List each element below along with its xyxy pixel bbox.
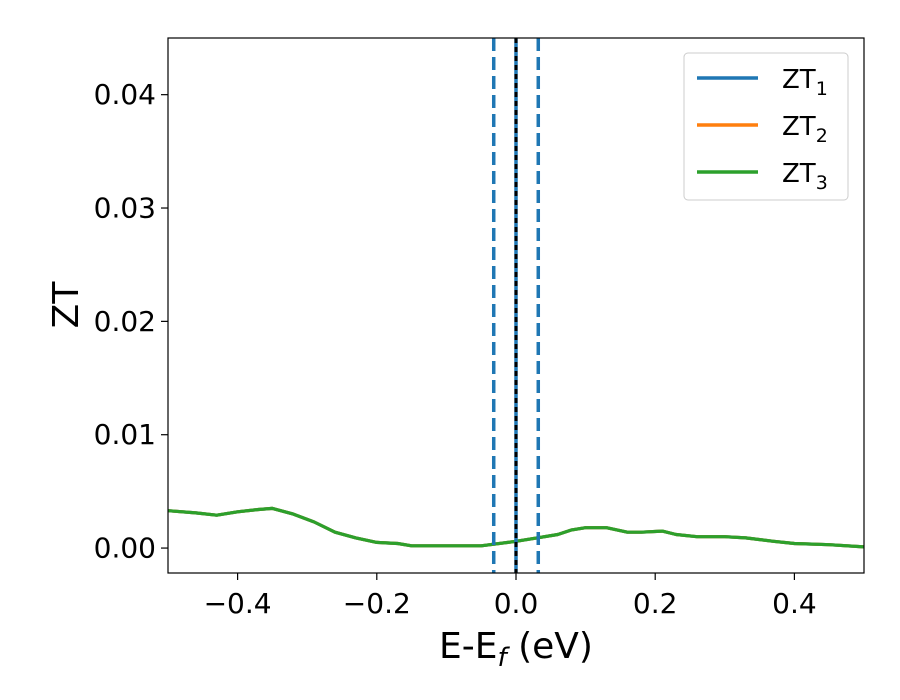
y-tick-label: 0.00 xyxy=(94,532,156,565)
y-tick-label: 0.03 xyxy=(94,192,156,225)
y-tick-label: 0.04 xyxy=(94,78,156,111)
legend-label-main: ZT xyxy=(782,65,816,95)
legend-label-sub: 2 xyxy=(816,125,828,147)
legend-label-zt1: ZT1 xyxy=(782,65,828,100)
y-tick-label: 0.02 xyxy=(94,305,156,338)
legend-frame xyxy=(683,52,849,201)
legend-label-zt3: ZT3 xyxy=(782,159,828,194)
y-axis-label: ZT xyxy=(46,281,87,329)
x-tick-label: 0.2 xyxy=(633,587,678,620)
x-tick-label: −0.2 xyxy=(343,587,411,620)
x-tick-label: 0.4 xyxy=(772,587,817,620)
x-axis-label: E-Ef (eV) xyxy=(439,626,593,673)
legend-label-zt2: ZT2 xyxy=(782,112,828,147)
x-axis-label-main: E-E xyxy=(439,626,497,667)
legend-label-main: ZT xyxy=(782,112,816,142)
x-axis-label-unit: (eV) xyxy=(507,626,593,667)
x-tick-label: 0.0 xyxy=(494,587,539,620)
x-tick-label: −0.4 xyxy=(204,587,272,620)
legend-label-sub: 1 xyxy=(816,78,828,100)
series-line-zt3 xyxy=(168,506,864,549)
legend-label-sub: 3 xyxy=(816,172,828,194)
legend-label-main: ZT xyxy=(782,159,816,189)
y-tick-label: 0.01 xyxy=(94,418,156,451)
